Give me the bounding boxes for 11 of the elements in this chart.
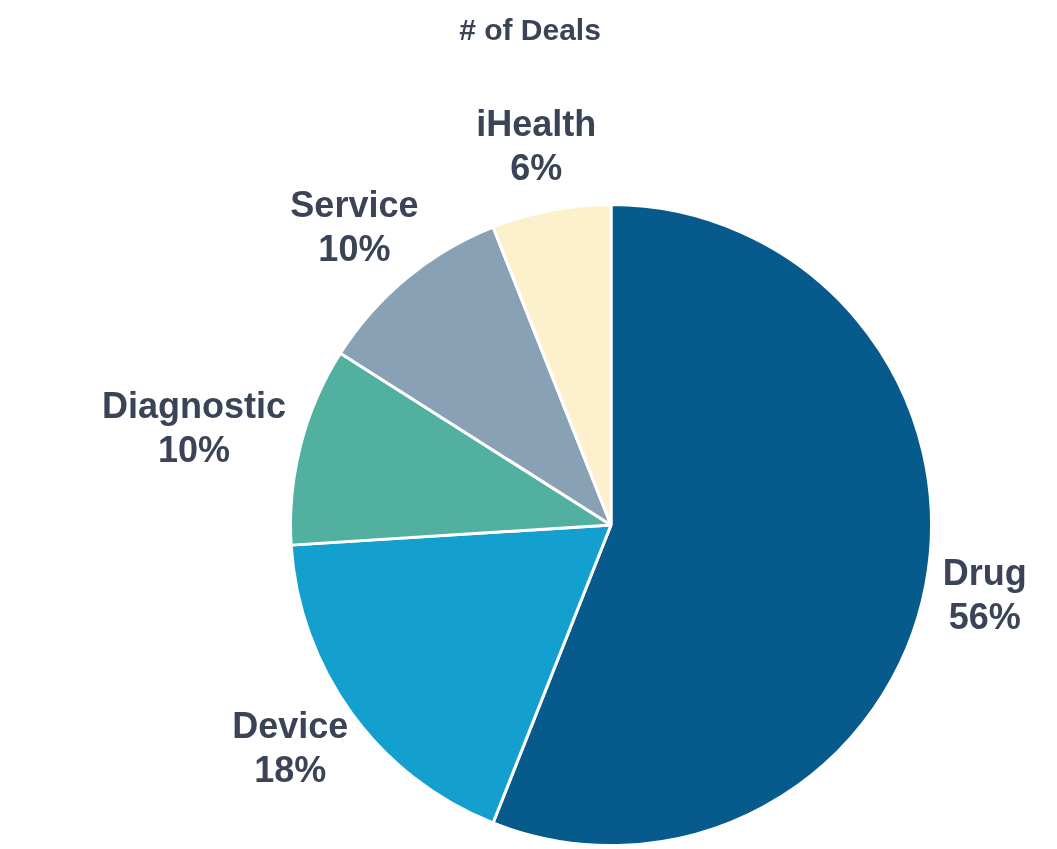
data-label: 10% <box>318 228 391 270</box>
data-label: 6% <box>510 147 563 189</box>
data-label: 18% <box>254 749 327 791</box>
slice-label: iHealth <box>476 103 597 145</box>
slice-label: Diagnostic <box>102 384 287 426</box>
slice-label: Device <box>232 705 349 747</box>
data-label: 56% <box>948 595 1021 637</box>
slice-label: Service <box>290 184 419 226</box>
data-label: 10% <box>157 428 231 470</box>
chart-title: # of Deals <box>459 13 601 47</box>
slice-label: Drug <box>942 551 1027 593</box>
